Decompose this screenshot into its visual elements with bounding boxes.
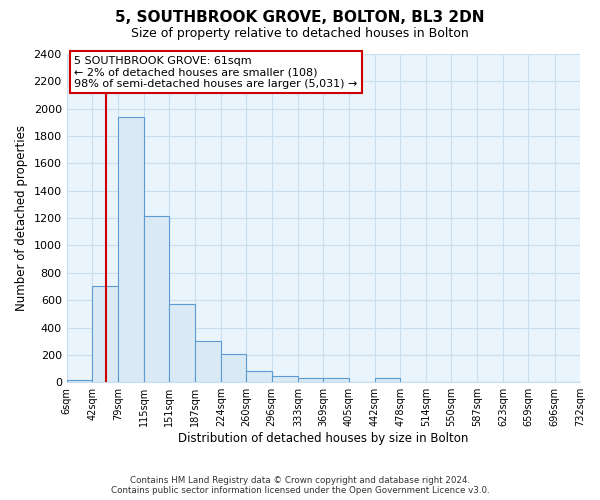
Text: 5 SOUTHBROOK GROVE: 61sqm
← 2% of detached houses are smaller (108)
98% of semi-: 5 SOUTHBROOK GROVE: 61sqm ← 2% of detach… — [74, 56, 358, 89]
Bar — [118, 117, 144, 382]
Bar — [272, 376, 298, 382]
Bar — [221, 354, 246, 382]
Bar — [246, 372, 272, 382]
Text: 5, SOUTHBROOK GROVE, BOLTON, BL3 2DN: 5, SOUTHBROOK GROVE, BOLTON, BL3 2DN — [115, 10, 485, 25]
Bar — [375, 378, 400, 382]
Y-axis label: Number of detached properties: Number of detached properties — [15, 125, 28, 311]
Bar — [194, 341, 221, 382]
Text: Size of property relative to detached houses in Bolton: Size of property relative to detached ho… — [131, 28, 469, 40]
Bar — [298, 378, 323, 382]
X-axis label: Distribution of detached houses by size in Bolton: Distribution of detached houses by size … — [178, 432, 469, 445]
Bar — [323, 378, 349, 382]
Text: Contains HM Land Registry data © Crown copyright and database right 2024.
Contai: Contains HM Land Registry data © Crown c… — [110, 476, 490, 495]
Bar — [67, 380, 92, 382]
Bar — [92, 286, 118, 382]
Bar — [169, 304, 194, 382]
Bar — [144, 216, 169, 382]
